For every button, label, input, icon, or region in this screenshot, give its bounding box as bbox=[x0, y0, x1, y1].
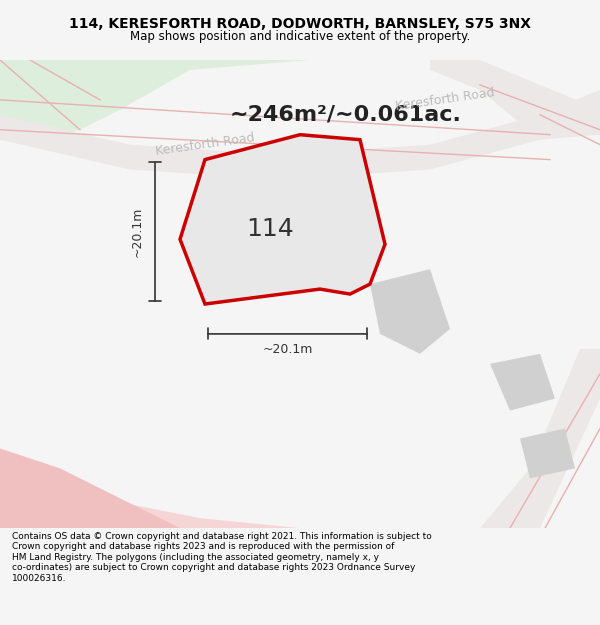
Text: ~20.1m: ~20.1m bbox=[262, 343, 313, 356]
Text: 114, KERESFORTH ROAD, DODWORTH, BARNSLEY, S75 3NX: 114, KERESFORTH ROAD, DODWORTH, BARNSLEY… bbox=[69, 17, 531, 31]
Polygon shape bbox=[180, 135, 385, 304]
Text: Map shows position and indicative extent of the property.: Map shows position and indicative extent… bbox=[130, 30, 470, 43]
Text: Keresforth Road: Keresforth Road bbox=[155, 131, 256, 158]
Text: ~20.1m: ~20.1m bbox=[131, 207, 143, 257]
Polygon shape bbox=[490, 354, 555, 411]
Polygon shape bbox=[480, 349, 600, 528]
Polygon shape bbox=[0, 90, 600, 179]
Polygon shape bbox=[0, 468, 300, 528]
Text: Contains OS data © Crown copyright and database right 2021. This information is : Contains OS data © Crown copyright and d… bbox=[12, 532, 432, 582]
Polygon shape bbox=[0, 60, 310, 144]
Polygon shape bbox=[430, 60, 600, 139]
Polygon shape bbox=[0, 449, 180, 528]
Polygon shape bbox=[520, 429, 575, 478]
Text: 114: 114 bbox=[246, 217, 294, 241]
Text: ~246m²/~0.061ac.: ~246m²/~0.061ac. bbox=[230, 105, 462, 125]
Text: Keresforth Road: Keresforth Road bbox=[395, 86, 496, 113]
Polygon shape bbox=[370, 269, 450, 354]
